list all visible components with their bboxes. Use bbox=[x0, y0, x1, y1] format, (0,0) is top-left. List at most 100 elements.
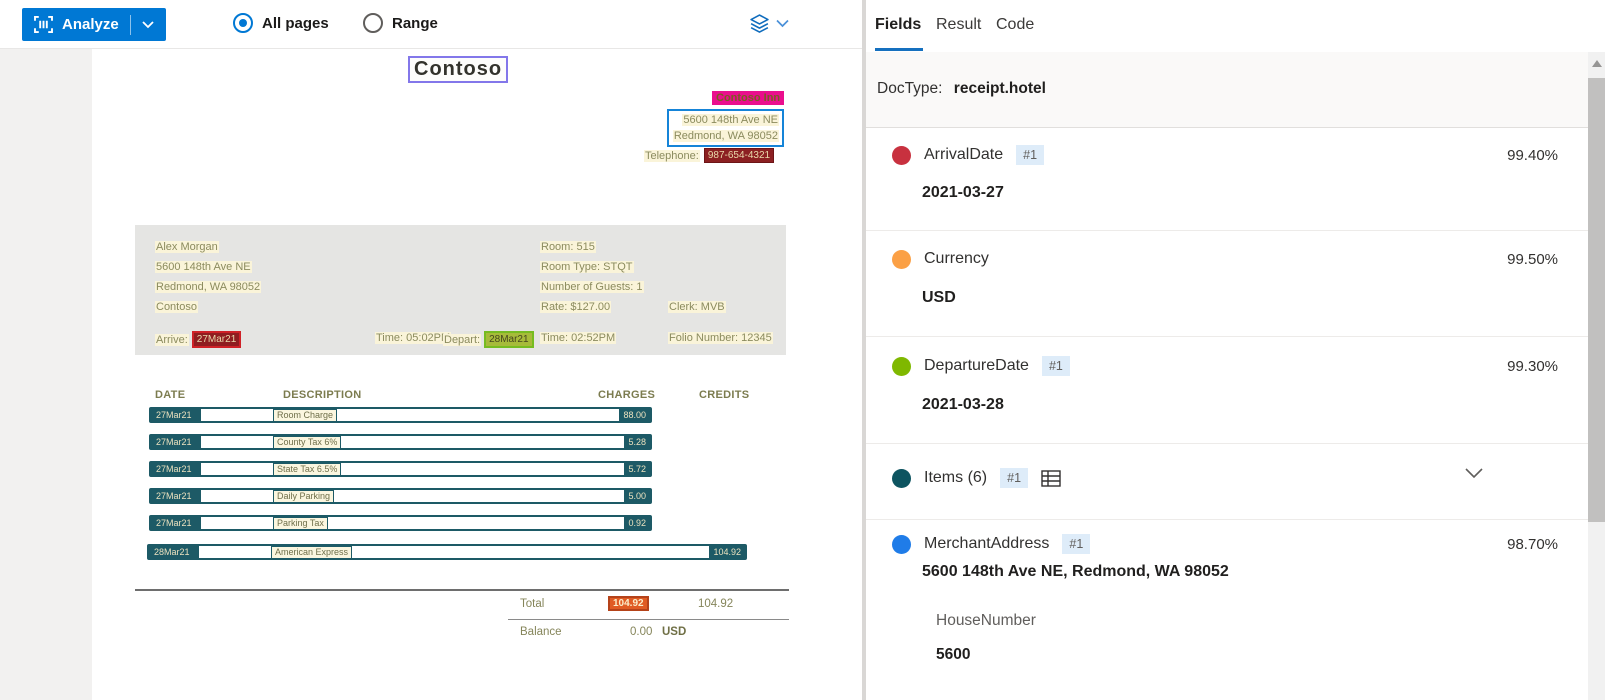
item-date-highlight[interactable]: 27Mar21 bbox=[151, 490, 201, 502]
layers-control[interactable] bbox=[749, 13, 789, 34]
item-row-highlight[interactable]: 28Mar21 American Express 104.92 bbox=[147, 544, 747, 560]
item-description-highlight[interactable]: American Express bbox=[271, 546, 353, 558]
depart-label: Depart: bbox=[443, 333, 482, 346]
departure-date-highlight[interactable]: 28Mar21 bbox=[484, 331, 534, 348]
item-row-highlight[interactable]: 27Mar21 State Tax 6.5% 5.72 bbox=[149, 461, 652, 477]
field-color-dot bbox=[892, 145, 911, 165]
field-row-merchantaddress[interactable]: MerchantAddress #1 98.70% 5600 148th Ave… bbox=[866, 520, 1588, 700]
total-separator-line bbox=[135, 589, 789, 591]
address-line2: Redmond, WA 98052 bbox=[672, 130, 779, 142]
field-name: Currency bbox=[924, 250, 989, 267]
balance-currency[interactable]: USD bbox=[662, 626, 687, 638]
item-date-highlight[interactable]: 27Mar21 bbox=[151, 517, 201, 529]
expand-chevron-icon[interactable] bbox=[1465, 466, 1483, 484]
balance-value: 0.00 bbox=[630, 626, 653, 638]
item-row-highlight[interactable]: 27Mar21 Parking Tax 0.92 bbox=[149, 515, 652, 531]
panel-tabs: Fields Result Code bbox=[866, 0, 1613, 52]
item-date-highlight[interactable]: 27Mar21 bbox=[151, 463, 201, 475]
phone-number-highlight[interactable]: 987-654-4321 bbox=[703, 148, 775, 163]
subfield-name: HouseNumber bbox=[936, 612, 1036, 629]
analyze-dropdown-chevron-icon[interactable] bbox=[142, 20, 154, 29]
subfield-value: 5600 bbox=[936, 646, 971, 663]
item-date-highlight[interactable]: 27Mar21 bbox=[151, 409, 201, 421]
contoso-logo[interactable]: Contoso bbox=[408, 56, 509, 83]
document-viewer: Contoso Contoso Inn 5600 148th Ave NE Re… bbox=[0, 49, 862, 700]
total-amount-highlight[interactable]: 104.92 bbox=[608, 596, 649, 611]
clerk: Clerk: MVB bbox=[668, 301, 726, 313]
field-color-dot bbox=[892, 249, 911, 269]
tab-code[interactable]: Code bbox=[996, 16, 1035, 33]
field-row-arrivaldate[interactable]: ArrivalDate #1 99.40% 2021-03-27 bbox=[866, 128, 1588, 231]
occurrence-badge: #1 bbox=[1016, 145, 1045, 165]
folio-number: Folio Number: 12345 bbox=[668, 332, 773, 344]
field-value: 2021-03-27 bbox=[922, 184, 1004, 201]
total-label: Total bbox=[520, 598, 545, 610]
field-name: MerchantAddress bbox=[924, 535, 1050, 552]
item-description-highlight[interactable]: Parking Tax bbox=[273, 517, 328, 529]
scroll-up-arrow-icon[interactable] bbox=[1592, 60, 1602, 67]
doctype-value: receipt.hotel bbox=[953, 80, 1046, 97]
radio-unselected-icon[interactable] bbox=[363, 13, 383, 33]
field-value: 2021-03-28 bbox=[922, 396, 1004, 413]
analyze-scan-icon bbox=[34, 16, 53, 33]
field-color-dot bbox=[892, 468, 911, 488]
button-divider bbox=[129, 14, 131, 35]
arrival-date-highlight[interactable]: 27Mar21 bbox=[191, 331, 242, 348]
arrive-label: Arrive: bbox=[155, 333, 189, 346]
radio-selected-icon[interactable] bbox=[233, 13, 253, 33]
column-header-date: DATE bbox=[155, 389, 186, 401]
table-icon[interactable] bbox=[1041, 469, 1061, 487]
telephone-label: Telephone: bbox=[644, 149, 700, 162]
analyze-button-label: Analyze bbox=[62, 16, 119, 33]
scrollbar-thumb[interactable] bbox=[1588, 78, 1605, 522]
item-amount-highlight[interactable]: 5.28 bbox=[624, 436, 650, 448]
confidence-value: 98.70% bbox=[1507, 535, 1558, 553]
item-date-highlight[interactable]: 27Mar21 bbox=[151, 436, 201, 448]
item-amount-highlight[interactable]: 5.00 bbox=[624, 490, 650, 502]
item-description-highlight[interactable]: Room Charge bbox=[273, 409, 338, 421]
tab-fields[interactable]: Fields bbox=[875, 16, 922, 33]
guest-company: Contoso bbox=[155, 301, 198, 313]
active-tab-indicator bbox=[875, 48, 923, 51]
layers-icon[interactable] bbox=[749, 13, 770, 34]
item-amount-highlight[interactable]: 5.72 bbox=[624, 463, 650, 475]
all-pages-radio[interactable]: All pages bbox=[233, 13, 329, 33]
guest-info-block: Alex Morgan 5600 148th Ave NE Redmond, W… bbox=[135, 225, 786, 355]
confidence-value: 99.50% bbox=[1507, 250, 1558, 268]
field-row-currency[interactable]: Currency 99.50% USD bbox=[866, 231, 1588, 337]
panel-scrollbar[interactable] bbox=[1588, 52, 1605, 700]
field-value: USD bbox=[922, 289, 956, 306]
occurrence-badge: #1 bbox=[1062, 534, 1091, 554]
item-amount-highlight[interactable]: 88.00 bbox=[619, 409, 650, 421]
merchant-address-highlight[interactable]: 5600 148th Ave NE Redmond, WA 98052 bbox=[667, 109, 784, 147]
column-header-charges: CHARGES bbox=[598, 389, 656, 401]
confidence-value: 99.40% bbox=[1507, 146, 1558, 164]
layers-chevron-icon[interactable] bbox=[776, 19, 789, 28]
guest-address1: 5600 148th Ave NE bbox=[155, 261, 252, 273]
item-date-highlight[interactable]: 28Mar21 bbox=[149, 546, 199, 558]
item-row-highlight[interactable]: 27Mar21 Room Charge 88.00 bbox=[149, 407, 652, 423]
merchant-name-highlight[interactable]: Contoso Inn bbox=[712, 91, 785, 105]
field-row-items[interactable]: Items (6) #1 bbox=[866, 444, 1588, 520]
tab-result[interactable]: Result bbox=[936, 16, 982, 33]
guest-name: Alex Morgan bbox=[155, 241, 219, 253]
item-description-highlight[interactable]: County Tax 6% bbox=[273, 436, 342, 448]
item-description-highlight[interactable]: State Tax 6.5% bbox=[273, 463, 342, 475]
analyze-button[interactable]: Analyze bbox=[22, 8, 166, 41]
doctype-row: DocType: receipt.hotel bbox=[866, 52, 1588, 128]
range-radio[interactable]: Range bbox=[363, 13, 438, 33]
rate: Rate: $127.00 bbox=[540, 301, 612, 313]
item-amount-highlight[interactable]: 104.92 bbox=[709, 546, 745, 558]
field-row-departuredate[interactable]: DepartureDate #1 99.30% 2021-03-28 bbox=[866, 337, 1588, 444]
range-label: Range bbox=[392, 14, 438, 32]
total-value: 104.92 bbox=[698, 598, 734, 610]
item-row-highlight[interactable]: 27Mar21 Daily Parking 5.00 bbox=[149, 488, 652, 504]
receipt-page: Contoso Contoso Inn 5600 148th Ave NE Re… bbox=[92, 49, 862, 700]
item-amount-highlight[interactable]: 0.92 bbox=[624, 517, 650, 529]
balance-separator-line bbox=[508, 619, 789, 620]
analyze-toolbar: Analyze All pages Range bbox=[0, 0, 862, 49]
all-pages-label: All pages bbox=[262, 14, 329, 32]
item-description-highlight[interactable]: Daily Parking bbox=[273, 490, 335, 502]
item-row-highlight[interactable]: 27Mar21 County Tax 6% 5.28 bbox=[149, 434, 652, 450]
